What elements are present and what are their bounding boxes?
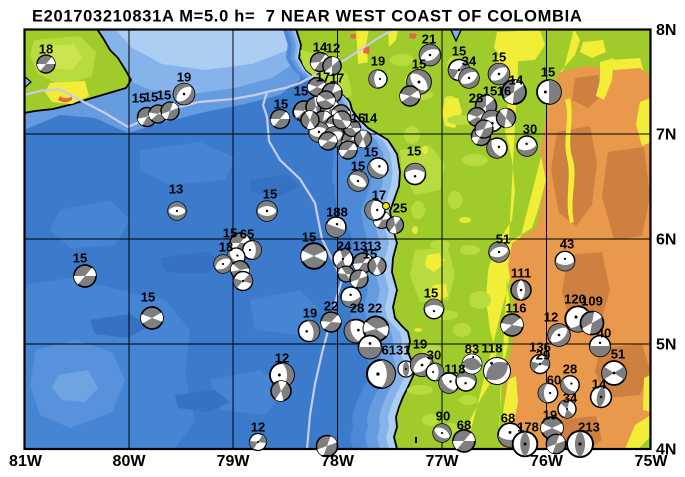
svg-text:13: 13 xyxy=(169,182,183,197)
svg-text:8N: 8N xyxy=(656,22,676,39)
svg-text:15: 15 xyxy=(132,91,146,106)
svg-text:136: 136 xyxy=(529,340,551,355)
svg-text:28: 28 xyxy=(469,91,483,106)
svg-text:19: 19 xyxy=(371,54,385,69)
svg-text:18: 18 xyxy=(219,240,233,255)
svg-text:75W: 75W xyxy=(635,453,669,470)
svg-text:83: 83 xyxy=(465,342,479,357)
svg-text:24: 24 xyxy=(337,239,352,254)
svg-text:178: 178 xyxy=(517,420,539,435)
svg-text:17: 17 xyxy=(316,70,330,85)
svg-text:12: 12 xyxy=(326,41,340,56)
svg-text:15: 15 xyxy=(424,286,438,301)
svg-text:15: 15 xyxy=(294,84,308,99)
svg-text:51: 51 xyxy=(496,232,510,247)
svg-text:16: 16 xyxy=(497,84,511,99)
svg-text:12: 12 xyxy=(275,351,289,366)
svg-text:15: 15 xyxy=(302,230,316,245)
svg-text:15: 15 xyxy=(363,247,377,262)
svg-text:19: 19 xyxy=(543,408,557,423)
svg-text:51: 51 xyxy=(611,347,625,362)
svg-text:5N: 5N xyxy=(656,337,676,354)
svg-text:28: 28 xyxy=(563,362,577,377)
svg-text:15: 15 xyxy=(144,90,158,105)
svg-text:15: 15 xyxy=(407,144,421,159)
svg-text:19: 19 xyxy=(177,70,191,85)
svg-text:30: 30 xyxy=(523,122,537,137)
svg-text:68: 68 xyxy=(501,411,515,426)
svg-text:15: 15 xyxy=(73,251,87,266)
svg-text:15: 15 xyxy=(412,57,426,72)
svg-text:43: 43 xyxy=(560,237,574,252)
svg-text:28: 28 xyxy=(350,301,364,316)
svg-text:213: 213 xyxy=(578,420,600,435)
svg-text:15: 15 xyxy=(141,290,155,305)
svg-text:12: 12 xyxy=(544,310,558,325)
svg-text:13: 13 xyxy=(353,239,367,254)
svg-text:77W: 77W xyxy=(426,453,460,470)
svg-text:22: 22 xyxy=(324,299,338,314)
svg-text:15: 15 xyxy=(541,65,555,80)
svg-text:14: 14 xyxy=(363,111,378,126)
svg-text:15: 15 xyxy=(263,187,277,202)
svg-text:65: 65 xyxy=(240,227,254,242)
svg-text:22: 22 xyxy=(368,301,382,316)
svg-text:188: 188 xyxy=(326,205,348,220)
svg-text:78W: 78W xyxy=(321,453,355,470)
svg-text:81W: 81W xyxy=(9,453,43,470)
svg-text:14: 14 xyxy=(509,73,524,88)
svg-text:118: 118 xyxy=(482,341,503,356)
svg-text:6131: 6131 xyxy=(382,343,411,358)
svg-text:80W: 80W xyxy=(113,453,147,470)
svg-text:15: 15 xyxy=(274,97,288,112)
svg-text:21: 21 xyxy=(422,32,436,47)
svg-text:15: 15 xyxy=(157,88,171,103)
svg-text:14: 14 xyxy=(313,40,328,55)
svg-text:13: 13 xyxy=(367,239,381,254)
svg-text:15: 15 xyxy=(351,111,365,126)
svg-text:15: 15 xyxy=(364,145,378,160)
svg-text:79W: 79W xyxy=(217,453,251,470)
svg-text:76W: 76W xyxy=(530,453,564,470)
svg-text:19: 19 xyxy=(303,306,317,321)
svg-text:E201703210831A M=5.0 h= 7 NEA: E201703210831A M=5.0 h= 7 NEAR WEST COAS… xyxy=(32,8,583,26)
svg-text:15: 15 xyxy=(452,44,466,59)
svg-text:14: 14 xyxy=(592,377,607,392)
svg-text:68: 68 xyxy=(457,418,471,433)
svg-text:34: 34 xyxy=(462,54,477,69)
svg-text:7N: 7N xyxy=(656,127,676,144)
svg-text:90: 90 xyxy=(436,409,450,424)
svg-text:15: 15 xyxy=(351,159,365,174)
svg-text:15: 15 xyxy=(492,50,506,65)
svg-text:15: 15 xyxy=(483,84,497,99)
svg-text:109: 109 xyxy=(581,294,603,309)
svg-text:6N: 6N xyxy=(656,232,676,249)
svg-text:29: 29 xyxy=(536,348,550,363)
svg-text:4N: 4N xyxy=(656,442,676,459)
svg-text:19: 19 xyxy=(413,337,427,352)
svg-text:17: 17 xyxy=(330,71,344,86)
svg-text:116: 116 xyxy=(506,301,527,316)
svg-text:60: 60 xyxy=(547,373,561,388)
svg-text:118: 118 xyxy=(445,362,466,377)
svg-text:34: 34 xyxy=(563,391,578,406)
svg-text:120: 120 xyxy=(564,292,586,307)
svg-text:40: 40 xyxy=(597,326,611,341)
svg-text:17: 17 xyxy=(372,188,386,203)
svg-text:15: 15 xyxy=(223,226,237,241)
svg-text:111: 111 xyxy=(511,266,531,281)
svg-text:18: 18 xyxy=(39,42,53,57)
svg-text:25: 25 xyxy=(393,201,407,216)
svg-text:12: 12 xyxy=(251,420,265,435)
svg-text:30: 30 xyxy=(427,348,441,363)
